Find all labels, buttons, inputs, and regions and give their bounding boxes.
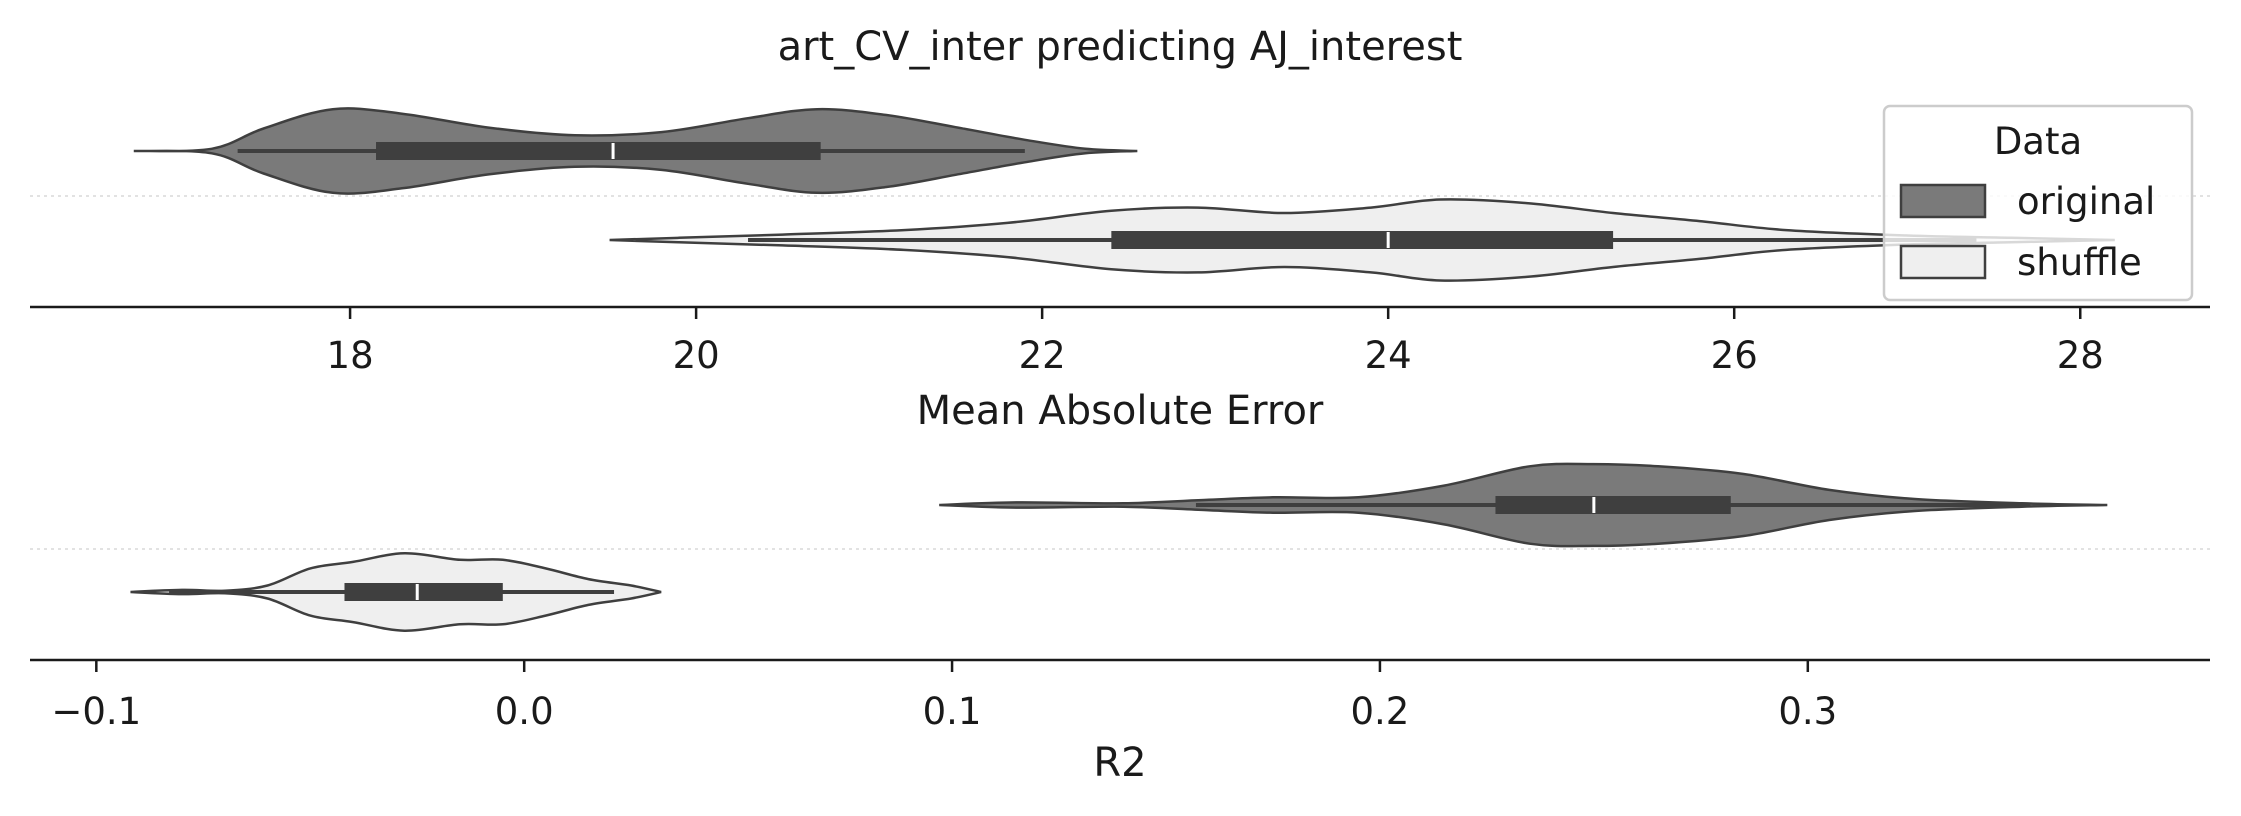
- x-tick-label: −0.1: [51, 690, 141, 733]
- x-tick-label: 0.0: [495, 690, 554, 733]
- legend-swatch-shuffle: [1899, 244, 1987, 280]
- x-tick-label: 0.3: [1778, 690, 1837, 733]
- x-tick-label: 18: [327, 334, 374, 377]
- iqr-box-original: [1495, 496, 1731, 514]
- x-tick-label: 28: [2057, 334, 2104, 377]
- x-tick-label: 20: [673, 334, 720, 377]
- iqr-box-original: [376, 142, 821, 160]
- legend-swatch-original: [1899, 183, 1987, 219]
- legend-title: Data: [1994, 120, 2082, 163]
- x-tick-label: 26: [1711, 334, 1758, 377]
- iqr-box-shuffle: [1111, 231, 1614, 249]
- legend: Data original shuffle: [1882, 104, 2194, 302]
- r2-x-ticks: −0.1 0.0 0.1 0.2 0.3: [51, 660, 1837, 733]
- legend-label-shuffle: shuffle: [2017, 241, 2142, 284]
- mae-violins: [133, 107, 2115, 282]
- violin-shuffle: [130, 552, 662, 632]
- x-tick-label: 24: [1365, 334, 1412, 377]
- r2-violins: [130, 462, 2108, 632]
- x-tick-label: 22: [1019, 334, 1066, 377]
- iqr-box-shuffle: [344, 583, 503, 601]
- r2-x-axis-label: R2: [1093, 740, 1146, 786]
- legend-label-original: original: [2017, 180, 2155, 223]
- mae-x-axis-label: Mean Absolute Error: [917, 388, 1324, 434]
- x-tick-label: 0.2: [1351, 690, 1410, 733]
- x-tick-label: 0.1: [923, 690, 982, 733]
- violin-original: [939, 462, 2108, 548]
- chart-title: art_CV_inter predicting AJ_interest: [778, 24, 1463, 70]
- mae-x-ticks: 18 20 22 24 26 28: [327, 307, 2104, 377]
- violin-original: [133, 107, 1138, 195]
